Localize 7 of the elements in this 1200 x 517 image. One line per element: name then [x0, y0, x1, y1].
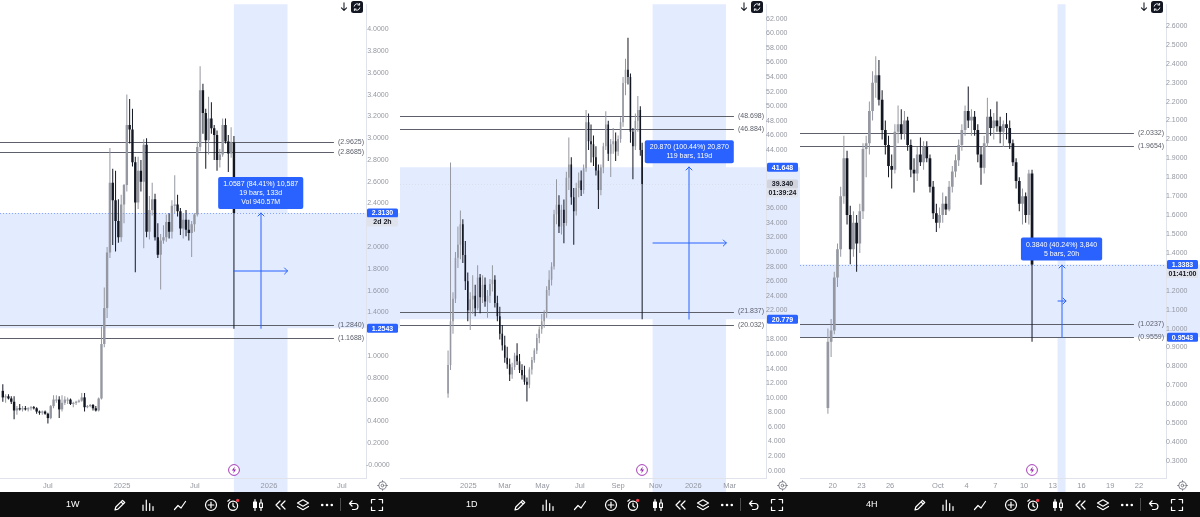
text: 4H [866, 499, 878, 510]
text: 1W [66, 499, 80, 510]
candlestick [563, 199, 565, 244]
candlestick [479, 273, 481, 314]
candlestick [474, 284, 476, 317]
text: 1D [466, 499, 478, 510]
candlestick [38, 410, 41, 415]
